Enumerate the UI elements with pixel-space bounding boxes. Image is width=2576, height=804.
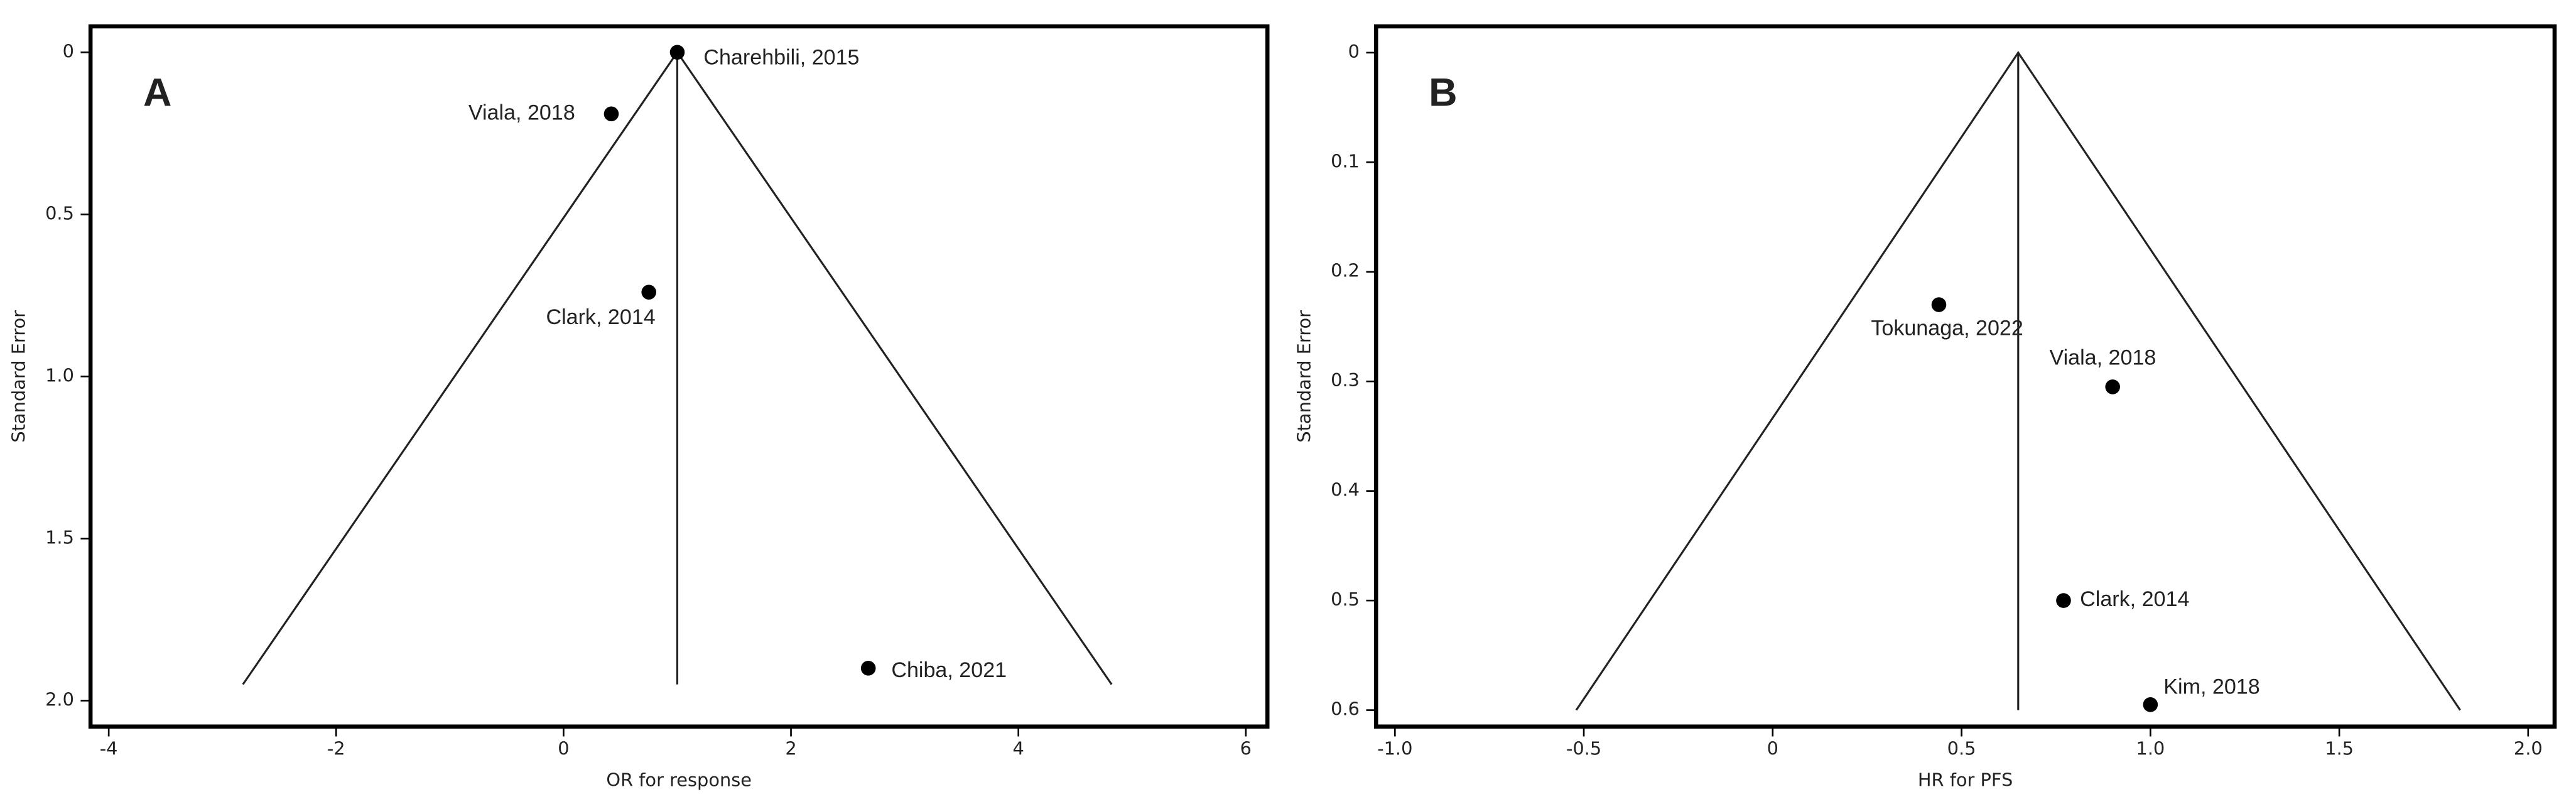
study-point bbox=[860, 661, 876, 676]
study-label: Viala, 2018 bbox=[468, 100, 575, 124]
x-tick-label: 2.0 bbox=[2514, 737, 2543, 759]
study-point bbox=[1931, 297, 1947, 312]
x-tick-label: 2 bbox=[785, 737, 796, 759]
study-label: Kim, 2018 bbox=[2163, 675, 2259, 699]
study-label: Viala, 2018 bbox=[2050, 345, 2157, 369]
y-tick-label: 0.4 bbox=[1331, 479, 1360, 501]
y-tick-label: 0.6 bbox=[1331, 698, 1360, 720]
x-axis-label: HR for PFS bbox=[1918, 769, 2013, 790]
x-tick-label: 0 bbox=[558, 737, 569, 759]
y-tick-label: 0.2 bbox=[1331, 260, 1360, 281]
y-tick-label: 2.0 bbox=[45, 688, 74, 710]
y-tick-label: 0 bbox=[1348, 41, 1360, 62]
x-tick-label: -2 bbox=[327, 737, 345, 759]
study-label: Charehbili, 2015 bbox=[703, 46, 859, 70]
y-axis-label: Standard Error bbox=[8, 310, 29, 443]
y-tick-label: 1.5 bbox=[45, 526, 74, 548]
y-tick-label: 1.0 bbox=[45, 364, 74, 386]
funnel-line bbox=[1575, 51, 2461, 711]
plot-frame bbox=[88, 24, 1270, 729]
study-label: Clark, 2014 bbox=[546, 305, 655, 329]
x-tick-label: 1.0 bbox=[2136, 737, 2165, 759]
study-label: Clark, 2014 bbox=[2080, 587, 2189, 611]
y-tick-label: 0.3 bbox=[1331, 369, 1360, 391]
study-label: Chiba, 2021 bbox=[891, 658, 1007, 682]
x-tick-label: 6 bbox=[1240, 737, 1252, 759]
x-tick-label: 0.5 bbox=[1947, 737, 1976, 759]
x-tick-label: -4 bbox=[100, 737, 118, 759]
x-tick-label: -0.5 bbox=[1566, 737, 1601, 759]
study-label: Tokunaga, 2022 bbox=[1871, 316, 2023, 340]
x-tick-label: -1.0 bbox=[1377, 737, 1412, 759]
study-point bbox=[669, 45, 685, 60]
study-point bbox=[2143, 697, 2158, 712]
panel-label: B bbox=[1429, 71, 1457, 115]
plot-frame bbox=[1373, 24, 2557, 729]
y-axis-label: Standard Error bbox=[1294, 310, 1315, 443]
study-point bbox=[2056, 593, 2071, 608]
y-tick-label: 0.1 bbox=[1331, 150, 1360, 171]
y-tick-label: 0 bbox=[63, 40, 74, 62]
x-axis-label: OR for response bbox=[606, 769, 752, 790]
x-tick-label: 4 bbox=[1013, 737, 1024, 759]
y-tick-label: 0.5 bbox=[45, 202, 74, 224]
x-tick-label: 0 bbox=[1767, 737, 1778, 759]
panel-label: A bbox=[143, 71, 171, 115]
x-tick-label: 1.5 bbox=[2325, 737, 2354, 759]
y-tick-label: 0.5 bbox=[1331, 589, 1360, 610]
study-point bbox=[603, 106, 619, 122]
study-point bbox=[641, 285, 657, 300]
study-point bbox=[2105, 379, 2120, 394]
